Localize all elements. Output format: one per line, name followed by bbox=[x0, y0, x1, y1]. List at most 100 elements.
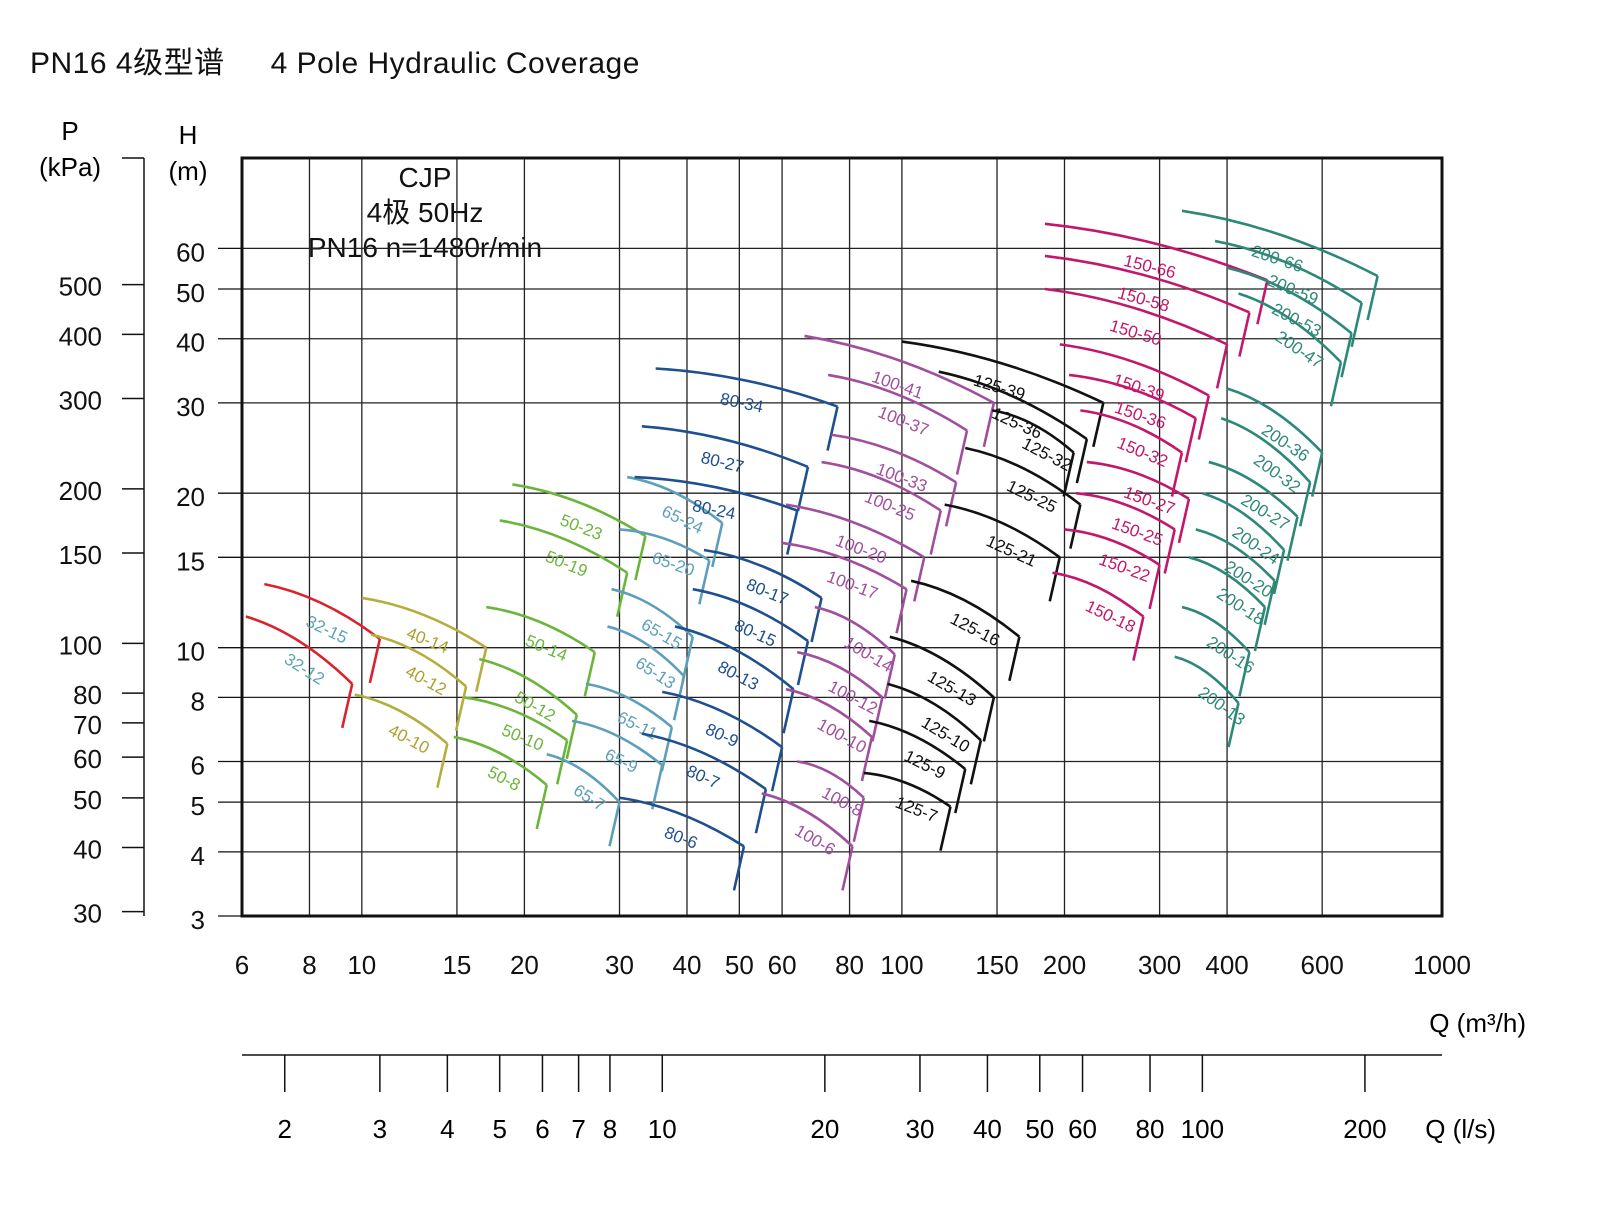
pump-curve-125-25 bbox=[964, 446, 1082, 506]
pump-curve-65-13 bbox=[607, 625, 685, 678]
ls-tick-label: 3 bbox=[373, 1114, 387, 1144]
p-tick-label: 60 bbox=[73, 744, 102, 774]
pump-curve-150-27 bbox=[1086, 460, 1190, 500]
pump-curves: 32-1532-1240-1440-1240-1050-2350-1950-14… bbox=[245, 209, 1379, 891]
pump-curve-200-27 bbox=[1208, 460, 1299, 518]
pump-curve-200-36 bbox=[1226, 387, 1324, 454]
x-tick-label: 6 bbox=[235, 950, 249, 980]
curve-end-drop-100-41 bbox=[982, 402, 996, 448]
curve-end-drop-65-7 bbox=[608, 801, 621, 847]
curve-end-drop-150-36 bbox=[1184, 417, 1198, 463]
pump-curve-65-9 bbox=[571, 719, 664, 767]
h-tick-label: 8 bbox=[191, 686, 205, 716]
curve-end-drop-150-18 bbox=[1132, 616, 1145, 661]
curve-end-drop-200-59 bbox=[1350, 302, 1363, 348]
pump-curve-125-16 bbox=[910, 579, 1021, 638]
curve-end-drop-200-53 bbox=[1340, 332, 1353, 378]
pump-curve-40-12 bbox=[370, 633, 467, 688]
info-series: CJP bbox=[398, 162, 452, 193]
x-tick-label: 300 bbox=[1138, 950, 1181, 980]
h-tick-label: 50 bbox=[176, 278, 205, 308]
pump-curve-100-33 bbox=[831, 433, 957, 484]
curve-end-drop-200-16 bbox=[1238, 651, 1251, 697]
h-tick-label: 3 bbox=[191, 905, 205, 935]
curve-label-80-17: 80-17 bbox=[744, 575, 791, 609]
pump-curve-65-11 bbox=[585, 682, 673, 729]
curve-label-100-6: 100-6 bbox=[791, 821, 838, 859]
pump-curve-200-53 bbox=[1226, 266, 1353, 335]
p-tick-label: 300 bbox=[59, 385, 102, 415]
x-tick-label: 20 bbox=[510, 950, 539, 980]
curve-end-drop-80-13 bbox=[782, 688, 795, 734]
ls-tick-label: 2 bbox=[278, 1114, 292, 1144]
curve-end-drop-200-32 bbox=[1298, 482, 1312, 527]
curve-label-50-19: 50-19 bbox=[543, 547, 590, 581]
h-tick-label: 6 bbox=[191, 751, 205, 781]
curve-end-drop-80-7 bbox=[754, 788, 768, 834]
pump-curve-100-6 bbox=[761, 792, 854, 848]
curve-end-drop-40-14 bbox=[475, 647, 488, 692]
title-en: 4 Pole Hydraulic Coverage bbox=[270, 47, 640, 80]
curve-end-drop-125-9 bbox=[953, 768, 967, 814]
x-tick-label: 150 bbox=[975, 950, 1018, 980]
curve-label-80-15: 80-15 bbox=[731, 616, 778, 651]
x-tick-label: 10 bbox=[347, 950, 376, 980]
curve-end-drop-80-34 bbox=[826, 406, 839, 451]
pump-curve-50-23 bbox=[512, 483, 647, 538]
ls-tick-label: 20 bbox=[810, 1114, 839, 1144]
x-axis-title: Q (m³/h) bbox=[1429, 1008, 1526, 1038]
h-tick-label: 20 bbox=[176, 482, 205, 512]
x-tick-label: 600 bbox=[1300, 950, 1343, 980]
pump-curve-125-21 bbox=[944, 503, 1061, 559]
pump-curve-150-58 bbox=[1044, 254, 1250, 314]
pump-curve-200-59 bbox=[1214, 239, 1363, 304]
curve-end-drop-125-39 bbox=[1092, 402, 1105, 448]
pump-curve-50-10 bbox=[464, 696, 568, 742]
curve-end-drop-150-39 bbox=[1197, 395, 1211, 440]
curve-label-100-41: 100-41 bbox=[869, 367, 925, 403]
curve-end-drop-32-15 bbox=[368, 638, 382, 684]
curve-label-50-8: 50-8 bbox=[485, 762, 524, 794]
ls-tick-label: 60 bbox=[1068, 1114, 1097, 1144]
h-tick-label: 10 bbox=[176, 637, 205, 667]
pump-curve-200-18 bbox=[1188, 556, 1266, 608]
curve-end-drop-150-27 bbox=[1177, 498, 1191, 544]
ls-tick-label: 7 bbox=[571, 1114, 585, 1144]
h-tick-label: 5 bbox=[191, 791, 205, 821]
h-axis-unit: (m) bbox=[169, 156, 208, 186]
h-tick-label: 15 bbox=[176, 546, 205, 576]
pump-curve-50-19 bbox=[499, 519, 628, 574]
pump-curve-150-32 bbox=[1080, 409, 1183, 454]
pump-curve-150-22 bbox=[1064, 528, 1161, 566]
curve-label-150-18: 150-18 bbox=[1083, 597, 1139, 637]
chart-info-box: CJP 4极 50Hz PN16 n=1480r/min bbox=[280, 160, 570, 265]
p-axis-unit: (kPa) bbox=[39, 152, 101, 182]
curve-label-125-7: 125-7 bbox=[893, 793, 940, 826]
curve-end-drop-125-21 bbox=[1048, 557, 1062, 602]
p-tick-label: 150 bbox=[59, 540, 102, 570]
x-tick-label: 80 bbox=[835, 950, 864, 980]
pump-curve-125-9 bbox=[869, 719, 967, 771]
ls-tick-label: 100 bbox=[1181, 1114, 1224, 1144]
pump-curve-32-15 bbox=[264, 582, 381, 640]
curve-end-drop-65-24 bbox=[711, 522, 724, 568]
ls-tick-label: 6 bbox=[535, 1114, 549, 1144]
pump-curve-80-7 bbox=[641, 732, 767, 791]
ls-tick-label: 4 bbox=[440, 1114, 454, 1144]
curve-end-drop-50-23 bbox=[634, 535, 647, 581]
curve-label-125-10: 125-10 bbox=[918, 713, 973, 757]
p-tick-label: 200 bbox=[59, 476, 102, 506]
pump-curve-125-13 bbox=[889, 635, 995, 699]
pump-curve-200-47 bbox=[1238, 292, 1342, 364]
pump-curve-125-39 bbox=[901, 340, 1104, 405]
h-tick-label: 60 bbox=[176, 237, 205, 267]
curve-end-drop-80-24 bbox=[785, 510, 799, 555]
curve-end-drop-200-20 bbox=[1263, 580, 1276, 626]
pump-curve-150-18 bbox=[1052, 571, 1145, 618]
pump-curve-100-41 bbox=[804, 334, 995, 404]
curve-end-drop-200-18 bbox=[1253, 606, 1267, 652]
x-tick-label: 200 bbox=[1043, 950, 1086, 980]
curve-end-drop-125-10 bbox=[969, 739, 983, 785]
